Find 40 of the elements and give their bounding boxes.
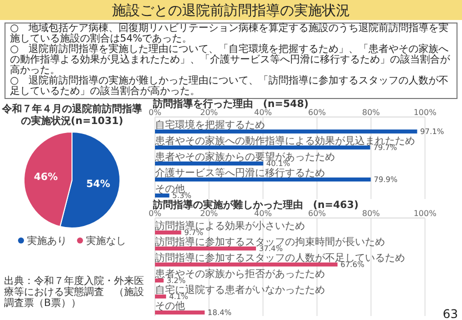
bar bbox=[155, 278, 164, 282]
y-tick-label: 患者やその家族から拒否があったため bbox=[154, 268, 325, 280]
bar bbox=[155, 262, 338, 266]
text: ○ 退院前訪問指導を実施した理由について、「自宅環境を把握するため」、「患者やその家族への動作指導よる効果が見込まれたため」、「介護サービス等へ円滑に移行するため」の該当割合が高かった。 bbox=[10, 43, 451, 76]
source-note: 出典：令和７年度入院・外来医療等における実態調査 （施設調査票（B票）） bbox=[4, 275, 144, 309]
text: ○ 退院前訪問指導の実施が難しかった理由について、「訪問指導に参加するスタッフの人数が不足しているため」の該当割合が高かった。 bbox=[10, 74, 449, 97]
x-tick-label: 100% bbox=[414, 209, 437, 218]
bar bbox=[155, 294, 166, 298]
x-tick-label: 20% bbox=[200, 108, 218, 117]
x-tick-label: 60% bbox=[308, 108, 326, 117]
legend-label: 実施なし bbox=[86, 235, 126, 247]
chart-title: 令和７年４月の退院前訪問指導の実施状況(n=1031) bbox=[1, 103, 143, 127]
x-tick-label: 60% bbox=[308, 209, 326, 218]
y-tick-label: 自宅環境を把握するため bbox=[155, 119, 265, 131]
x-tick-label: 80% bbox=[362, 209, 380, 218]
y-tick-label: その他 bbox=[155, 300, 185, 312]
chart-title: 訪問指導を行った理由 (n=548) bbox=[152, 98, 309, 110]
x-tick-label: 40% bbox=[254, 209, 272, 218]
bar bbox=[155, 146, 370, 150]
x-tick-label: 100% bbox=[414, 108, 437, 117]
data-label: 54% bbox=[86, 178, 110, 190]
x-tick-label: 80% bbox=[362, 108, 380, 117]
bar bbox=[155, 230, 182, 234]
data-label: 46% bbox=[34, 172, 58, 184]
text: 施設ごとの退院前訪問指導の実施状況 bbox=[112, 3, 350, 19]
x-tick-label: 0% bbox=[148, 209, 162, 218]
bar bbox=[155, 178, 371, 182]
bar bbox=[155, 246, 256, 250]
legend-label: 実施あり bbox=[27, 235, 67, 247]
x-tick-label: 20% bbox=[200, 209, 218, 218]
chart-title: 訪問指導の実施が難しかった理由 (n=463) bbox=[152, 199, 359, 211]
bar bbox=[155, 130, 418, 134]
x-tick-label: 0% bbox=[148, 108, 162, 117]
text: 63 bbox=[442, 307, 458, 320]
bar bbox=[155, 194, 170, 198]
y-tick-label: 介護サービス等へ円滑に移行するため bbox=[155, 167, 325, 179]
bar bbox=[155, 310, 205, 314]
bar bbox=[155, 162, 264, 166]
text: ○ 地域包括ケア病棟、回復期リハビリテーション病棟を算定する施設のうち退院前訪問指導を実施している施設の割合は54%であった。 bbox=[10, 22, 449, 44]
x-tick-label: 40% bbox=[254, 108, 272, 117]
